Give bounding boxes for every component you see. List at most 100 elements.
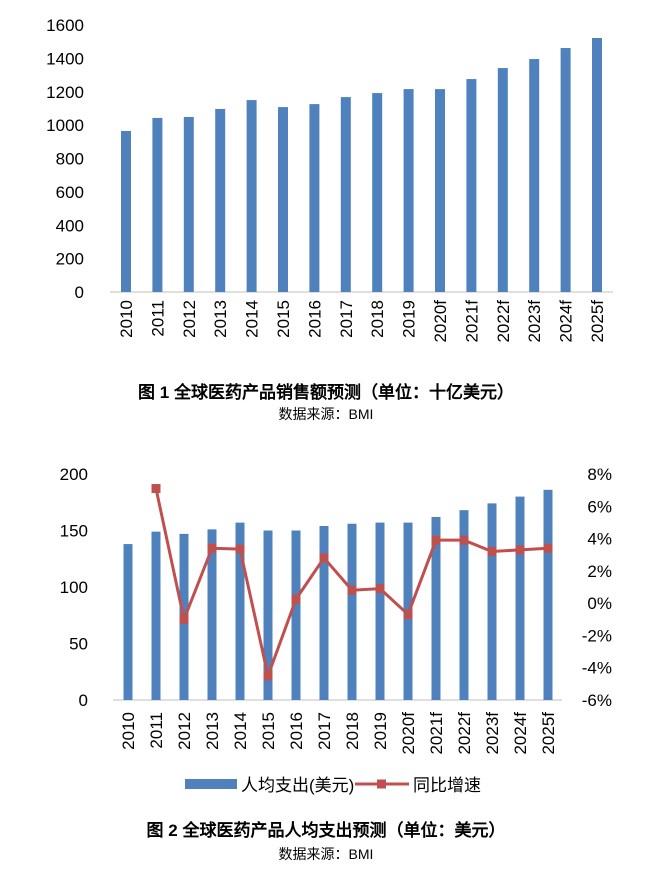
- bar: [560, 48, 571, 293]
- x-tick-label: 2016: [305, 300, 324, 338]
- y-tick-label: 0: [75, 283, 84, 302]
- x-tick-label: 2020f: [431, 300, 450, 343]
- growth-marker: [179, 614, 189, 624]
- bar: [123, 544, 133, 700]
- bar: [435, 89, 445, 292]
- x-tick-label: 2025f: [539, 712, 558, 755]
- bar: [152, 117, 163, 292]
- growth-marker: [487, 546, 497, 556]
- x-tick-label: 2014: [231, 712, 250, 750]
- chart-1-source: 数据来源：BMI: [278, 406, 374, 422]
- x-tick-label: 2011: [148, 300, 167, 337]
- x-tick-label: 2021f: [462, 300, 481, 343]
- bar: [466, 79, 477, 292]
- bar: [291, 530, 301, 700]
- y2-tick-label: 0%: [587, 594, 612, 613]
- growth-marker: [347, 585, 357, 595]
- x-tick-label: 2021f: [427, 712, 446, 755]
- chart-1-title: 图 1 全球医药产品销售额预测（单位：十亿美元）: [138, 383, 514, 402]
- bar: [487, 503, 497, 700]
- bar: [263, 530, 273, 700]
- growth-marker: [431, 535, 441, 545]
- y-tick-label: 1200: [46, 83, 84, 102]
- x-tick-label: 2010: [117, 300, 136, 338]
- bar: [151, 531, 161, 700]
- bar: [529, 59, 540, 293]
- x-tick-label: 2018: [368, 300, 387, 338]
- x-tick-label: 2022f: [455, 712, 474, 755]
- x-tick-label: 2023f: [483, 712, 502, 755]
- y-tick-label: 150: [60, 522, 88, 541]
- legend-label: 同比增速: [413, 776, 481, 795]
- y2-tick-label: -4%: [582, 659, 612, 678]
- growth-marker: [235, 544, 245, 554]
- y-tick-label: 50: [69, 635, 88, 654]
- x-tick-label: 2015: [274, 300, 293, 338]
- y2-tick-label: -2%: [582, 626, 612, 645]
- growth-marker: [375, 584, 385, 594]
- bar: [375, 522, 385, 700]
- bar: [543, 489, 553, 700]
- x-tick-label: 2019: [371, 712, 390, 750]
- y2-tick-label: 8%: [587, 465, 612, 484]
- y-tick-label: 600: [56, 183, 84, 202]
- bar: [459, 510, 469, 700]
- x-tick-label: 2020f: [399, 712, 418, 755]
- x-tick-label: 2024f: [511, 712, 530, 755]
- y2-tick-label: 2%: [587, 562, 612, 581]
- chart-2-title: 图 2 全球医药产品人均支出预测（单位：美元）: [146, 821, 506, 840]
- growth-marker: [151, 484, 161, 494]
- x-tick-label: 2010: [119, 712, 138, 750]
- x-tick-label: 2022f: [494, 300, 513, 343]
- bar: [235, 522, 245, 700]
- growth-marker: [543, 543, 553, 553]
- legend-swatch-bar: [185, 779, 237, 789]
- x-tick-label: 2011: [147, 712, 166, 749]
- y-tick-label: 1000: [46, 116, 84, 135]
- x-tick-label: 2023f: [525, 300, 544, 343]
- bar: [246, 100, 257, 292]
- growth-marker: [459, 535, 469, 545]
- x-tick-label: 2018: [343, 712, 362, 750]
- bar: [497, 68, 508, 293]
- x-tick-label: 2012: [175, 712, 194, 750]
- x-tick-label: 2024f: [557, 300, 576, 343]
- x-tick-label: 2025f: [588, 300, 607, 343]
- bar: [207, 529, 217, 700]
- growth-marker: [207, 543, 217, 553]
- bar: [592, 38, 602, 292]
- bar: [215, 108, 226, 292]
- growth-marker: [515, 545, 525, 555]
- y-tick-label: 200: [60, 465, 88, 484]
- legend-label: 人均支出(美元): [241, 776, 354, 795]
- bar: [278, 107, 288, 292]
- bar: [340, 97, 351, 292]
- y-tick-label: 1400: [46, 49, 84, 68]
- x-tick-label: 2016: [287, 712, 306, 750]
- x-tick-label: 2014: [243, 300, 262, 338]
- y2-tick-label: 6%: [587, 497, 612, 516]
- x-tick-label: 2017: [337, 300, 356, 338]
- bar: [309, 104, 320, 292]
- bar: [403, 89, 414, 292]
- x-tick-label: 2019: [400, 300, 419, 338]
- x-tick-label: 2015: [259, 712, 278, 750]
- x-tick-label: 2013: [211, 300, 230, 338]
- chart-2-source: 数据来源：BMI: [278, 846, 374, 862]
- bar: [347, 523, 357, 700]
- legend-marker: [377, 779, 386, 789]
- bar: [183, 116, 194, 293]
- x-tick-label: 2013: [203, 712, 222, 750]
- y2-tick-label: -6%: [582, 691, 612, 710]
- y-tick-label: 1600: [46, 16, 84, 35]
- bar: [372, 93, 383, 293]
- y-tick-label: 100: [60, 578, 88, 597]
- y-tick-label: 0: [79, 691, 88, 710]
- x-tick-label: 2017: [315, 712, 334, 750]
- x-tick-label: 2012: [180, 300, 199, 338]
- bar: [515, 496, 525, 700]
- growth-marker: [263, 671, 273, 681]
- growth-marker: [319, 553, 329, 563]
- growth-marker: [291, 594, 301, 604]
